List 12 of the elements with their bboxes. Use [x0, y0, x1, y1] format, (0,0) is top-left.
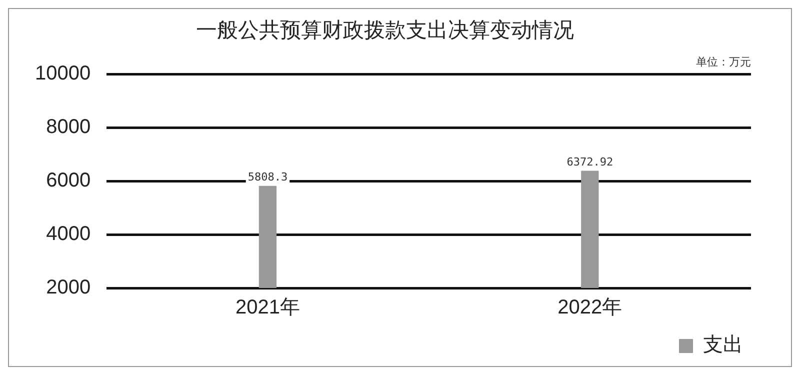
x-tick-label: 2021年 [235, 296, 300, 319]
data-label: 6372.92 [566, 155, 614, 168]
y-tick-label: 2000 [46, 276, 91, 299]
y-tick-label: 4000 [46, 223, 91, 246]
legend-label: 支出 [703, 332, 743, 356]
y-tick-label: 8000 [46, 116, 91, 138]
text: 单位：万元 [696, 56, 751, 69]
y-tick-label: 6000 [46, 170, 91, 192]
chart-title: 一般公共预算财政拨款支出决算变动情况 [196, 18, 574, 42]
data-label: 5808.3 [248, 170, 288, 184]
x-tick-label: 2022年 [558, 296, 622, 319]
y-tick-label: 10000 [34, 62, 91, 85]
